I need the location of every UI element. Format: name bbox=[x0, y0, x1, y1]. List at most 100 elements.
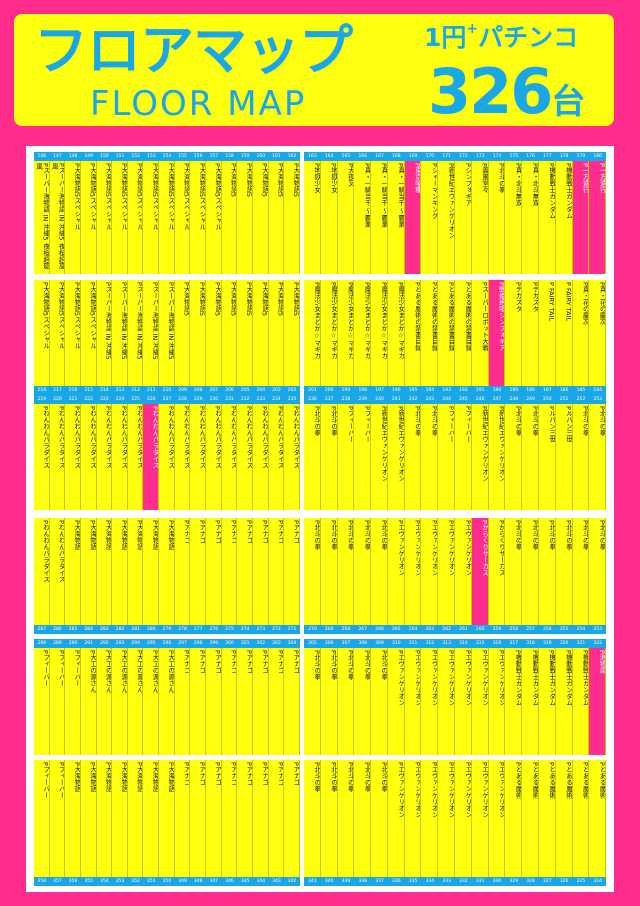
machine-cell: P大海物語5 bbox=[253, 161, 269, 274]
machine-cell: P北斗の拳 bbox=[573, 404, 590, 510]
machine-cell: Pエヴァンゲリオン bbox=[455, 648, 472, 755]
machine-cell: P大海物語 bbox=[143, 760, 160, 877]
machine-number: 236 bbox=[308, 397, 317, 402]
machine-number: 164 bbox=[324, 154, 334, 159]
machine-number: 283 bbox=[100, 627, 109, 632]
machine-number: 214 bbox=[100, 388, 109, 393]
machine-cell: P真・花の慶次 bbox=[589, 280, 606, 386]
machine-number: 184 bbox=[593, 388, 602, 393]
machine-cell: P大海物語 bbox=[159, 760, 175, 877]
machine-cell: P北斗の拳 bbox=[421, 404, 439, 510]
machine-number: 257 bbox=[526, 627, 535, 632]
machine-cell: Pエヴァンゲリオン bbox=[421, 648, 439, 755]
machine-number: 253 bbox=[593, 397, 602, 402]
machine-block-8: 270 269 268 267 266 265 264 263 262 261 260 259 258 2… bbox=[304, 518, 606, 634]
machine-number: 226 bbox=[147, 397, 156, 402]
machine-cell: P大海物語5スペシャル bbox=[206, 161, 222, 274]
machine-number-row: 219 220 221 222 223 224 225 226 227 228 229 230 231 2… bbox=[34, 395, 300, 404]
machine-cell: Pルパン三世 bbox=[556, 404, 573, 510]
machine-number: 166 bbox=[358, 154, 368, 159]
machine-cell: Pフィーバー bbox=[50, 760, 66, 877]
machine-number: 348 bbox=[193, 879, 203, 884]
machine-cell: P大海物語 bbox=[81, 518, 97, 625]
machine-number: 308 bbox=[358, 641, 368, 646]
machine-number: 287 bbox=[37, 627, 47, 632]
machine-number: 271 bbox=[287, 627, 297, 632]
machine-number: 294 bbox=[131, 641, 140, 646]
machine-number: 266 bbox=[375, 627, 384, 632]
machine-number: 335 bbox=[408, 879, 418, 884]
machine-cell: Pエヴァンゲリオン bbox=[489, 760, 506, 877]
machine-cell: Pアナゴ bbox=[190, 648, 207, 755]
machine-number: 303 bbox=[272, 641, 281, 646]
machine-cell: Pわんわんパラダイス bbox=[50, 518, 66, 625]
machine-cell: Pわんわんパラダイス bbox=[97, 404, 113, 510]
machine-number: 193 bbox=[442, 388, 451, 393]
machine-number: 151 bbox=[115, 154, 125, 159]
machine-cell: P魔法少女まどか☆マギカ bbox=[371, 280, 388, 386]
machine-number: 269 bbox=[324, 627, 334, 632]
machine-number: 320 bbox=[559, 641, 569, 646]
machine-number: 296 bbox=[162, 641, 172, 646]
machine-number: 273 bbox=[256, 627, 266, 632]
machine-number-row: 146 147 148 149 150 151 152 153 154 155 156 157 158 1… bbox=[34, 152, 300, 161]
machine-cell: P大海物語 bbox=[128, 518, 144, 625]
machine-cell: P真・一騎当千 〜覇業 bbox=[388, 161, 405, 274]
machine-cell: P大海物語 bbox=[81, 760, 97, 877]
machine-cell: Pエヴァンゲリオン bbox=[388, 760, 405, 877]
machine-cell: P大海物語 bbox=[97, 518, 113, 625]
machine-number: 316 bbox=[492, 641, 502, 646]
machine-cell: P大海物語5スペシャル bbox=[190, 161, 207, 274]
machine-number: 285 bbox=[68, 627, 78, 632]
machine-number: 300 bbox=[225, 641, 234, 646]
machine-number: 325 bbox=[576, 879, 586, 884]
machine-number: 245 bbox=[459, 397, 468, 402]
machine-cell: P大工の源さん bbox=[159, 648, 175, 755]
machine-cell: Pとある魔術の禁書目録 bbox=[421, 280, 439, 386]
machine-cell: P北斗の拳 bbox=[522, 404, 539, 510]
machine-cell: Pアナゴ bbox=[206, 760, 222, 877]
machine-cell: Pわんわんパラダイス bbox=[284, 404, 300, 510]
machine-cells: Pフィーバー Pフィーバー Pフィーバー P大工の源さん P大工の源さん P大工の源さん P… bbox=[34, 648, 300, 755]
machine-number: 254 bbox=[576, 627, 586, 632]
machine-cell: P新世紀エヴァンゲリオン bbox=[388, 404, 405, 510]
machine-number: 150 bbox=[100, 154, 109, 159]
machine-number: 299 bbox=[209, 641, 219, 646]
machine-cell: Pスーパー海物語 IN 沖縄5 夜桜超旋風 bbox=[50, 161, 66, 274]
machine-number: 343 bbox=[272, 879, 281, 884]
machine-cell: Pデカスタ bbox=[505, 280, 523, 386]
machine-cell: P北斗の拳 bbox=[304, 648, 321, 755]
machine-cell: P FAIRY TAIL bbox=[539, 280, 556, 386]
machine-cell: P大海物語 bbox=[65, 518, 81, 625]
machine-number: 318 bbox=[526, 641, 535, 646]
machine-block-4: 201 200 199 198 197 196 195 194 193 192 191 190 189 1… bbox=[304, 280, 606, 395]
machine-number: 304 bbox=[287, 641, 297, 646]
count-unit: 台 bbox=[551, 82, 586, 122]
machine-cell: P機動戦士ガンダム bbox=[505, 648, 523, 755]
machine-cell: P大海物語5 bbox=[237, 161, 253, 274]
machine-cell: P大海物語5スペシャル bbox=[175, 161, 191, 274]
machine-number: 358 bbox=[37, 879, 47, 884]
machine-number: 218 bbox=[37, 388, 47, 393]
machine-cell: P地獄少女 bbox=[304, 161, 321, 274]
machine-cell: P真・一騎当千 〜覇業 bbox=[371, 161, 388, 274]
machine-number: 347 bbox=[209, 879, 219, 884]
machine-number: 229 bbox=[193, 397, 203, 402]
machine-cell: P魔法少女まどか☆マギカ bbox=[321, 280, 338, 386]
machine-cell: P北斗の拳 bbox=[371, 760, 388, 877]
machine-number: 253 bbox=[593, 627, 602, 632]
machine-cell: P大海物語5スペシャル bbox=[65, 280, 81, 386]
machine-number: 324 bbox=[593, 879, 602, 884]
machine-cell: P大工の源さん bbox=[97, 648, 113, 755]
machine-cell: Pとある魔術の禁書目録 bbox=[455, 280, 472, 386]
machine-number: 171 bbox=[442, 154, 451, 159]
machine-number: 161 bbox=[272, 154, 281, 159]
machine-number-row: 163 164 165 166 167 168 169 170 171 172 173 174 175 1… bbox=[304, 152, 606, 161]
machine-cell: Pわんわんパラダイス bbox=[65, 404, 81, 510]
machine-cell: P地獄少女 bbox=[321, 161, 338, 274]
machine-number: 315 bbox=[475, 641, 485, 646]
machine-cell: Pフィーバー bbox=[65, 648, 81, 755]
machine-cell: P北斗の拳 bbox=[338, 760, 355, 877]
machine-number: 302 bbox=[256, 641, 266, 646]
machine-number: 228 bbox=[178, 397, 187, 402]
